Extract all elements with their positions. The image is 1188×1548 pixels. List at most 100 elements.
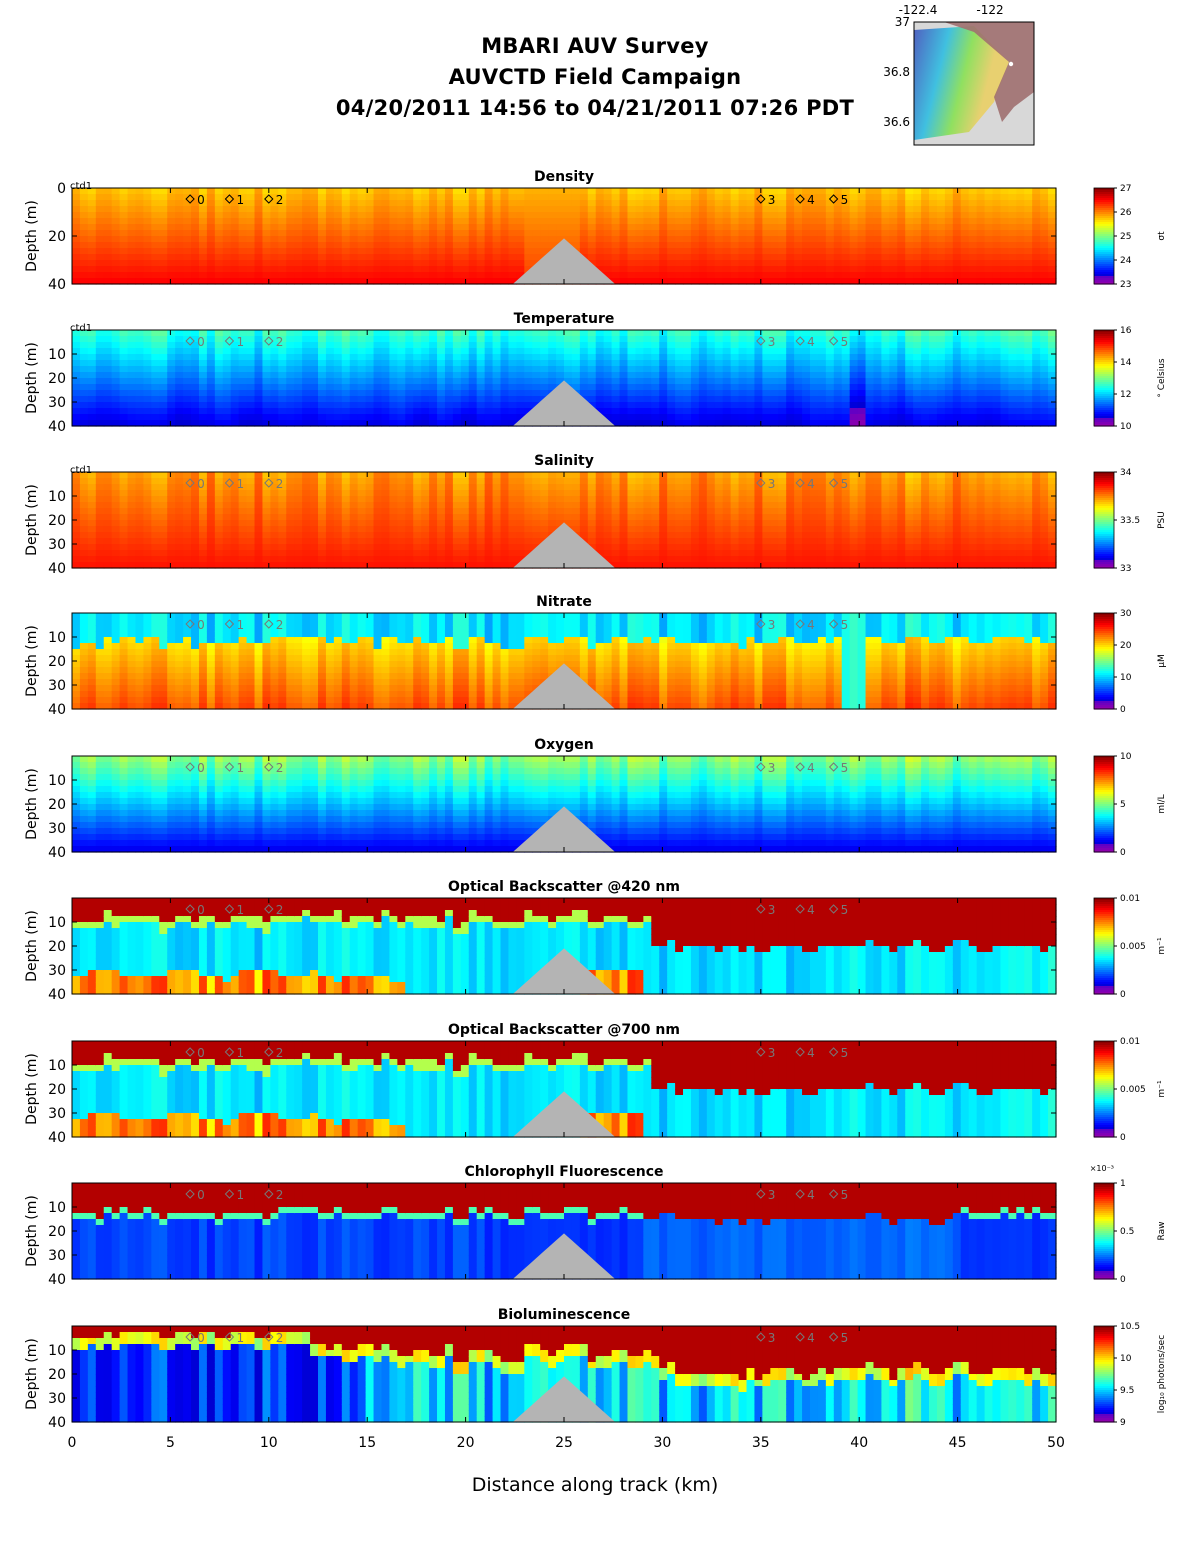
heatmap-cell xyxy=(747,212,756,219)
heatmap-cell xyxy=(167,556,176,563)
heatmap-cell xyxy=(1008,224,1017,231)
colorbar: 16141210° Celsius xyxy=(1094,326,1167,432)
heatmap-cell xyxy=(310,508,319,515)
heatmap-cell xyxy=(1024,272,1033,279)
heatmap-cell xyxy=(667,390,676,397)
heatmap-cell xyxy=(707,396,716,403)
heatmap-cell xyxy=(247,348,256,355)
heatmap-cell xyxy=(286,366,295,373)
heatmap-cell xyxy=(747,242,756,249)
heatmap-cell xyxy=(1040,266,1049,273)
heatmap-cell xyxy=(1040,390,1049,397)
heatmap-cell xyxy=(612,230,621,237)
heatmap-cell xyxy=(715,378,724,385)
heatmap-cell xyxy=(604,260,613,267)
heatmap-cell xyxy=(342,336,351,343)
heatmap-cell xyxy=(905,266,914,273)
heatmap-cell xyxy=(207,194,216,201)
heatmap-cell xyxy=(524,260,533,267)
heatmap-cell xyxy=(405,354,414,361)
heatmap-cell xyxy=(294,544,303,551)
heatmap-cell xyxy=(239,396,248,403)
heatmap-cell xyxy=(453,414,462,421)
heatmap-cell xyxy=(374,218,383,225)
heatmap-cell xyxy=(651,248,660,255)
heatmap-cell xyxy=(318,236,327,243)
heatmap-cell xyxy=(620,212,629,219)
heatmap-cell xyxy=(834,230,843,237)
heatmap-cell xyxy=(493,372,502,379)
heatmap-cell xyxy=(381,194,390,201)
heatmap-cell xyxy=(826,354,835,361)
heatmap-cell xyxy=(858,248,867,255)
heatmap-cell xyxy=(310,538,319,545)
heatmap-cell xyxy=(397,378,406,385)
heatmap-cell xyxy=(850,366,859,373)
heatmap-cell xyxy=(516,330,525,337)
heatmap-cell xyxy=(437,336,446,343)
heatmap-cell xyxy=(231,236,240,243)
heatmap-cell xyxy=(493,224,502,231)
heatmap-cell xyxy=(247,266,256,273)
heatmap-cell xyxy=(270,224,279,231)
heatmap-cell xyxy=(501,230,510,237)
heatmap-cell xyxy=(485,360,494,367)
heatmap-cell xyxy=(80,230,89,237)
heatmap-cell xyxy=(199,508,208,515)
heatmap-cell xyxy=(374,402,383,409)
heatmap-cell xyxy=(326,366,335,373)
heatmap-cell xyxy=(207,266,216,273)
heatmap-cell xyxy=(596,360,605,367)
heatmap-cell xyxy=(485,206,494,213)
heatmap-cell xyxy=(659,360,668,367)
heatmap-cell xyxy=(120,218,129,225)
heatmap-cell xyxy=(294,514,303,521)
heatmap-cell xyxy=(524,224,533,231)
heatmap-cell xyxy=(461,236,470,243)
heatmap-cell xyxy=(175,396,184,403)
heatmap-cell xyxy=(183,224,192,231)
heatmap-cell xyxy=(405,526,414,533)
heatmap-cell xyxy=(715,336,724,343)
heatmap-cell xyxy=(810,242,819,249)
heatmap-cell xyxy=(366,502,375,509)
heatmap-cell xyxy=(953,206,962,213)
heatmap-cell xyxy=(826,224,835,231)
heatmap-cell xyxy=(1000,212,1009,219)
heatmap-cell xyxy=(270,544,279,551)
heatmap-cell xyxy=(770,242,779,249)
heatmap-cell xyxy=(445,236,454,243)
y-tick-label: 30 xyxy=(48,395,66,411)
heatmap-cell xyxy=(167,266,176,273)
heatmap-cell xyxy=(183,556,192,563)
heatmap-cell xyxy=(310,490,319,497)
heatmap-cell xyxy=(762,378,771,385)
heatmap-cell xyxy=(675,254,684,261)
heatmap-cell xyxy=(548,224,557,231)
heatmap-cell xyxy=(469,360,478,367)
heatmap-cell xyxy=(143,532,152,539)
heatmap-cell xyxy=(540,206,549,213)
heatmap-cell xyxy=(826,402,835,409)
heatmap-cell xyxy=(469,342,478,349)
heatmap-cell xyxy=(421,550,430,557)
heatmap-cell xyxy=(715,248,724,255)
heatmap-cell xyxy=(858,260,867,267)
heatmap-cell xyxy=(921,402,930,409)
heatmap-cell xyxy=(675,230,684,237)
heatmap-cell xyxy=(961,402,970,409)
heatmap-cell xyxy=(485,254,494,261)
heatmap-cell xyxy=(572,224,581,231)
heatmap-cell xyxy=(778,224,787,231)
heatmap-cell xyxy=(866,414,875,421)
heatmap-cell xyxy=(72,390,81,397)
heatmap-cell xyxy=(873,272,882,279)
heatmap-cell xyxy=(723,366,732,373)
heatmap-cell xyxy=(461,414,470,421)
heatmap-cell xyxy=(580,224,589,231)
heatmap-cell xyxy=(207,544,216,551)
heatmap-cell xyxy=(128,538,137,545)
heatmap-cell xyxy=(80,550,89,557)
heatmap-cell xyxy=(302,218,311,225)
heatmap-cell xyxy=(389,330,398,337)
